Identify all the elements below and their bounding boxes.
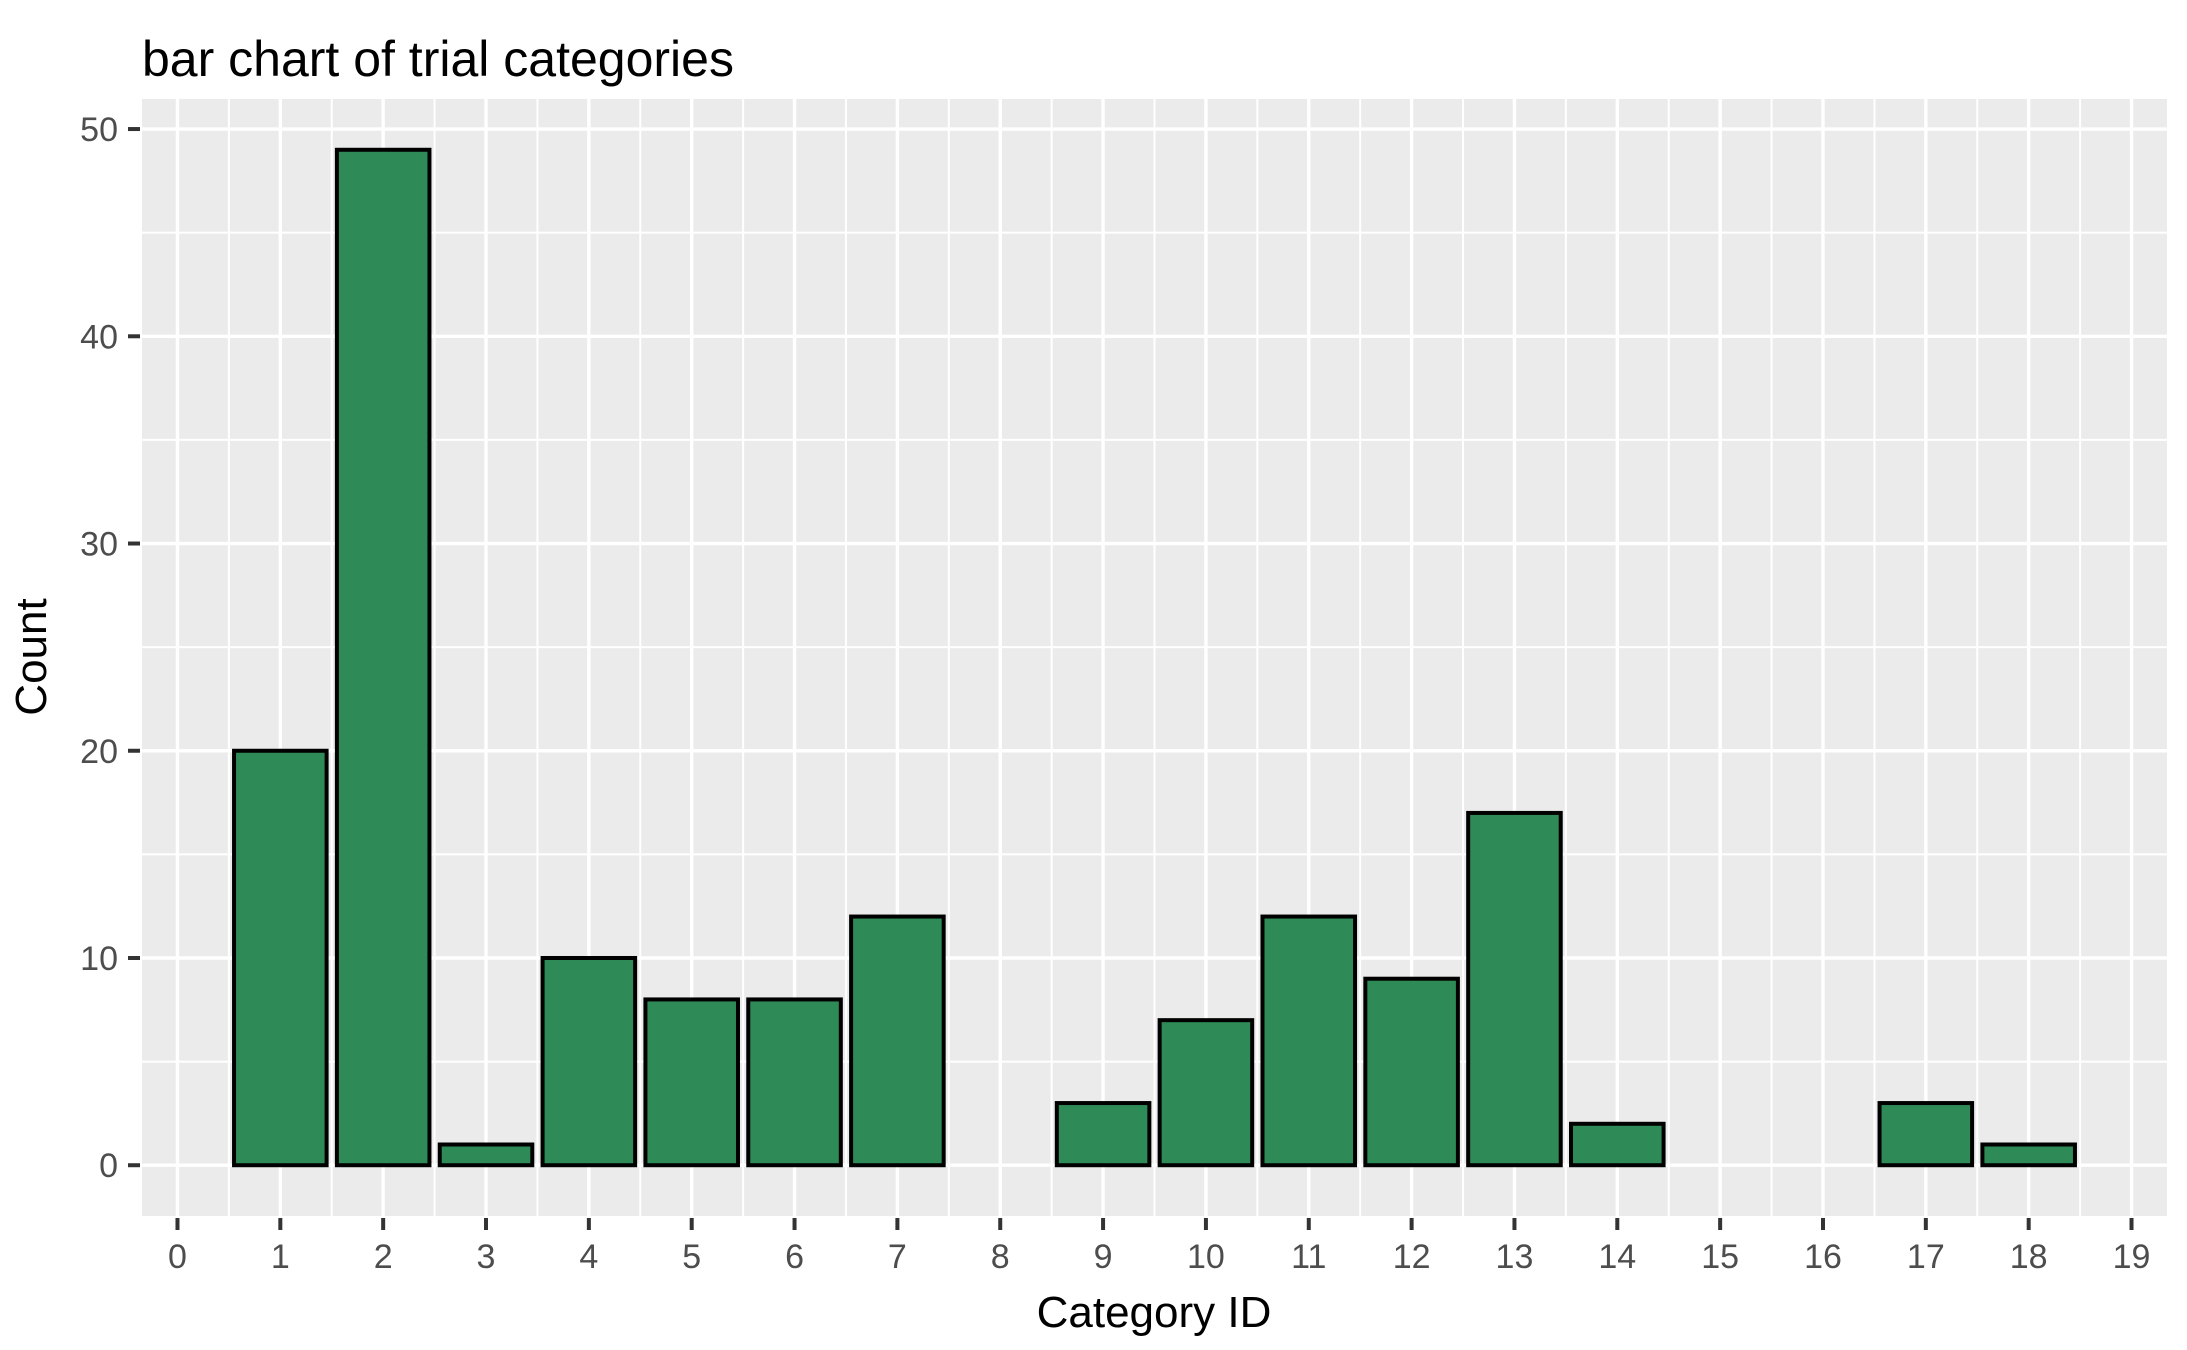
x-tick-label-7: 7 bbox=[888, 1238, 907, 1276]
bar-category-4 bbox=[540, 955, 638, 1168]
chart-title: bar chart of trial categories bbox=[142, 31, 734, 87]
x-tick-label-10: 10 bbox=[1187, 1238, 1225, 1276]
x-tick-label-0: 0 bbox=[168, 1238, 187, 1276]
x-tick-label-9: 9 bbox=[1094, 1238, 1113, 1276]
y-axis-title: Count bbox=[7, 598, 56, 715]
x-tick-label-5: 5 bbox=[682, 1238, 701, 1276]
x-tick-label-15: 15 bbox=[1701, 1238, 1739, 1276]
x-tick-label-2: 2 bbox=[374, 1238, 393, 1276]
y-tick-label-50: 50 bbox=[80, 111, 118, 149]
x-tick-label-19: 19 bbox=[2113, 1238, 2151, 1276]
x-tick-label-6: 6 bbox=[785, 1238, 804, 1276]
x-tick-label-1: 1 bbox=[271, 1238, 290, 1276]
x-tick-label-4: 4 bbox=[579, 1238, 598, 1276]
x-tick-label-16: 16 bbox=[1804, 1238, 1842, 1276]
x-tick-label-3: 3 bbox=[477, 1238, 496, 1276]
x-tick-label-14: 14 bbox=[1598, 1238, 1636, 1276]
axis-tick-marks bbox=[128, 127, 2134, 1230]
x-tick-label-8: 8 bbox=[991, 1238, 1010, 1276]
x-tick-label-12: 12 bbox=[1393, 1238, 1431, 1276]
bar-category-17 bbox=[1877, 1101, 1975, 1168]
bar-category-12 bbox=[1363, 976, 1460, 1168]
x-tick-labels: 0 1 2 3 4 5 6 7 8 9 10 11 12 13 14 15 16 17 18 19 bbox=[168, 1238, 2150, 1276]
bars bbox=[232, 147, 2077, 1168]
bar-category-13 bbox=[1466, 810, 1563, 1168]
bar-category-3 bbox=[437, 1142, 535, 1168]
bar-category-9 bbox=[1054, 1101, 1152, 1168]
x-tick-label-13: 13 bbox=[1496, 1238, 1534, 1276]
bar-category-18 bbox=[1980, 1142, 2077, 1168]
bar-category-5 bbox=[643, 997, 740, 1168]
x-tick-label-17: 17 bbox=[1907, 1238, 1945, 1276]
y-tick-label-0: 0 bbox=[99, 1147, 118, 1185]
bar-category-1 bbox=[232, 748, 329, 1168]
bar-category-6 bbox=[746, 997, 843, 1168]
y-tick-label-10: 10 bbox=[80, 940, 118, 978]
bar-category-11 bbox=[1260, 914, 1358, 1168]
x-tick-label-18: 18 bbox=[2010, 1238, 2048, 1276]
y-tick-label-40: 40 bbox=[80, 318, 118, 356]
y-tick-labels: 0 10 20 30 40 50 bbox=[80, 111, 118, 1185]
bar-category-14 bbox=[1569, 1121, 1666, 1168]
x-axis-title: Category ID bbox=[1037, 1288, 1272, 1337]
bar-category-10 bbox=[1157, 1018, 1255, 1168]
minor-gridlines bbox=[142, 99, 2167, 1216]
bar-category-7 bbox=[849, 914, 946, 1168]
x-tick-label-11: 11 bbox=[1291, 1238, 1326, 1276]
bar-category-2 bbox=[334, 147, 432, 1168]
y-tick-label-30: 30 bbox=[80, 526, 118, 564]
y-tick-label-20: 20 bbox=[80, 733, 118, 771]
